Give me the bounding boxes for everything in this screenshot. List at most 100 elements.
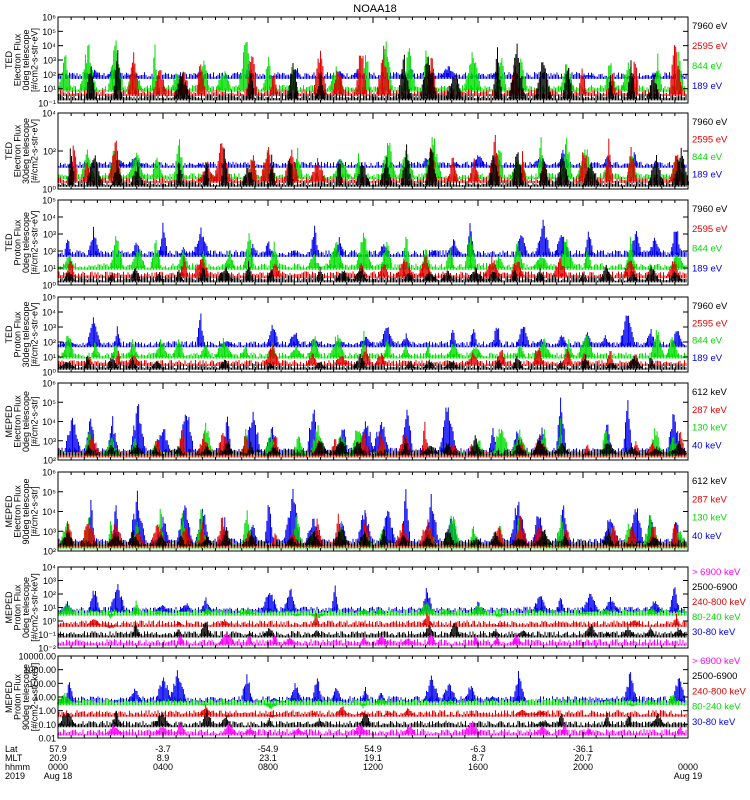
x-tick-label: 0400 [153, 762, 173, 772]
y-axis-label: 30deg telescope [21, 301, 31, 367]
legend-entry: 189 eV [692, 353, 723, 364]
legend-entry: > 6900 keV [692, 656, 741, 667]
y-axis-label: Electron Flux [13, 485, 23, 538]
y-tick-label: 10² [43, 247, 56, 257]
y-tick-label: 10² [43, 147, 56, 157]
legend-entry: 844 eV [692, 336, 723, 347]
legend-entry: 7960 eV [692, 21, 728, 32]
y-tick-label: 10¹ [43, 264, 56, 274]
y-axis-label: TED [4, 50, 14, 69]
y-axis-label: 0deg telescope [21, 212, 31, 273]
legend-entry: 612 keV [692, 476, 728, 487]
y-tick-label: 10² [43, 547, 56, 557]
y-axis-label: MEPED [4, 405, 14, 438]
y-tick-label: 10.00 [33, 693, 56, 703]
series-trace-green [58, 40, 687, 92]
y-tick-label: 10⁴ [42, 109, 56, 119]
y-axis-label: 90deg telescope [21, 664, 31, 730]
y-tick-label: 10⁴ [42, 417, 56, 427]
y-tick-label: 10³ [43, 436, 56, 446]
series-trace-blue [58, 63, 687, 79]
series-trace-green [57, 693, 687, 709]
x-tick-label: -3.7 [155, 744, 171, 754]
y-tick-label: 10⁴ [42, 563, 56, 573]
y-axis-label: [#/cm2-s-str-eV] [30, 210, 40, 274]
y-tick-label: 10³ [43, 230, 56, 240]
series-trace-black [58, 435, 687, 456]
legend-entry: 844 eV [692, 244, 723, 255]
y-tick-label: 10⁴ [42, 213, 56, 223]
legend-entry: 2500-6900 [692, 582, 737, 593]
legend-entry: 30-80 keV [692, 717, 736, 728]
y-axis-label: [#/cm2-s-str-keV] [30, 663, 40, 732]
y-axis-label: Proton Flux [13, 584, 23, 631]
series-trace-red [58, 613, 687, 629]
y-axis-label: [#/cm2-s-str-eV] [30, 302, 40, 366]
y-axis-label: TED [4, 141, 14, 160]
y-tick-label: 10⁰ [42, 185, 56, 195]
y-axis-label: [#/cm2-s-str-eV] [30, 119, 40, 183]
y-tick-label: 10⁰ [42, 617, 56, 627]
y-axis-label: [#/cm2-s-str-eV] [30, 28, 40, 92]
series-trace-blue [58, 670, 687, 703]
y-axis-label: Electron Flux [13, 124, 23, 177]
legend-entry: 40 keV [692, 440, 722, 451]
y-axis-label: Proton Flux [13, 219, 23, 266]
x-tick-label: 2000 [573, 762, 593, 772]
series-trace-black [58, 144, 689, 187]
legend-entry: 844 eV [692, 152, 723, 163]
y-tick-label: 10⁰ [42, 281, 56, 291]
series-trace-black [58, 260, 687, 283]
x-tick-label: 1600 [468, 762, 488, 772]
legend-entry: 240-800 keV [692, 686, 747, 697]
legend-entry: 80-240 keV [692, 702, 741, 713]
y-tick-label: 10³ [43, 527, 56, 537]
legend-entry: 40 keV [692, 531, 722, 542]
y-tick-label: 10⁵ [42, 27, 56, 37]
panel-8: 0.01 0.10 1.00 10.00 100.00 1000.00 10000.00 ME… [4, 652, 747, 744]
legend-entry: 844 eV [692, 61, 723, 72]
legend-entry: 80-240 keV [692, 612, 741, 623]
legend-entry: 7960 eV [692, 204, 728, 215]
y-tick-label: 100.00 [28, 679, 56, 689]
panel-frame [57, 296, 689, 373]
legend-entry: 7960 eV [692, 301, 728, 312]
y-tick-label: 0.10 [38, 720, 56, 730]
y-axis-label: 0deg telescope [21, 577, 31, 638]
y-tick-label: 10⁴ [42, 308, 56, 318]
y-tick-label: 10² [43, 456, 56, 466]
y-axis-label: TED [4, 233, 14, 252]
x-tick-label: 8.9 [157, 753, 170, 763]
legend-entry: 189 eV [692, 170, 723, 181]
y-tick-label: 10⁰ [42, 368, 56, 378]
x-tick-label: 1200 [363, 762, 383, 772]
y-axis-label: Proton Flux [13, 311, 23, 358]
series-trace-blue [58, 313, 687, 348]
x-tick-label: 0000 [48, 762, 68, 772]
y-tick-label: 10¹ [43, 603, 56, 613]
y-tick-label: 10³ [43, 323, 56, 333]
legend-entry: 2595 eV [692, 135, 728, 146]
legend-entry: 2595 eV [692, 224, 728, 235]
y-tick-label: 10² [43, 338, 56, 348]
series-trace-magenta [58, 721, 687, 736]
y-axis-label: MEPED [4, 591, 14, 624]
x-tick-label: 20.7 [574, 753, 592, 763]
legend-entry: 130 keV [692, 513, 728, 524]
plot-title: NOAA18 [353, 3, 396, 15]
series-trace-blue [58, 397, 687, 454]
y-axis-label: 0deg telescope [21, 391, 31, 452]
y-tick-label: 10000.00 [18, 652, 56, 662]
legend-entry: 7960 eV [692, 117, 728, 128]
series-trace-red [58, 704, 687, 718]
x-tick-label: -54.9 [258, 744, 279, 754]
y-tick-label: 10¹ [43, 353, 56, 363]
y-tick-label: 10¹ [43, 84, 56, 94]
